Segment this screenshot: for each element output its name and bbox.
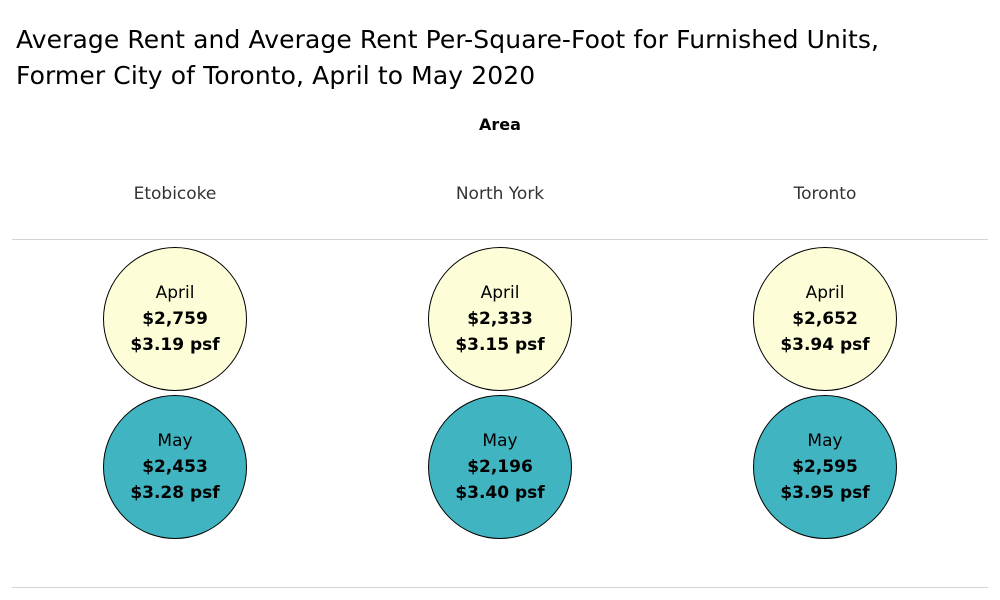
chart-title: Average Rent and Average Rent Per-Square… (16, 22, 976, 94)
bubble-rent-label: $2,759 (142, 309, 208, 329)
bubble-psf-label: $3.95 psf (780, 483, 870, 503)
bubble-rent-label: $2,333 (467, 309, 533, 329)
chart-title-line-2: Former City of Toronto, April to May 202… (16, 61, 536, 90)
bubble-rent-label: $2,453 (142, 457, 208, 477)
bubble-month-label: April (155, 283, 195, 303)
footer-divider (12, 587, 988, 588)
bubble-month-label: April (805, 283, 845, 303)
column-header-label: Area (479, 115, 521, 134)
bubble-rent-label: $2,652 (792, 309, 858, 329)
bubble-psf-label: $3.94 psf (780, 335, 870, 355)
bubble-toronto-april[interactable]: April $2,652 $3.94 psf (753, 247, 897, 391)
bubble-toronto-may[interactable]: May $2,595 $3.95 psf (753, 395, 897, 539)
area-header-north-york: North York (455, 184, 545, 204)
area-header-etobicoke: Etobicoke (133, 184, 217, 204)
bubble-north-york-may[interactable]: May $2,196 $3.40 psf (428, 395, 572, 539)
area-header-toronto: Toronto (793, 184, 857, 204)
bubble-month-label: May (482, 431, 518, 451)
bubble-psf-label: $3.40 psf (455, 483, 545, 503)
bubble-rent-label: $2,196 (467, 457, 533, 477)
header-divider (12, 239, 988, 240)
bubble-etobicoke-april[interactable]: April $2,759 $3.19 psf (103, 247, 247, 391)
chart-title-line-1: Average Rent and Average Rent Per-Square… (16, 25, 880, 54)
bubble-etobicoke-may[interactable]: May $2,453 $3.28 psf (103, 395, 247, 539)
bubble-psf-label: $3.28 psf (130, 483, 220, 503)
bubble-psf-label: $3.15 psf (455, 335, 545, 355)
bubble-north-york-april[interactable]: April $2,333 $3.15 psf (428, 247, 572, 391)
bubble-month-label: April (480, 283, 520, 303)
bubble-psf-label: $3.19 psf (130, 335, 220, 355)
bubble-month-label: May (157, 431, 193, 451)
bubble-month-label: May (807, 431, 843, 451)
bubble-rent-label: $2,595 (792, 457, 858, 477)
